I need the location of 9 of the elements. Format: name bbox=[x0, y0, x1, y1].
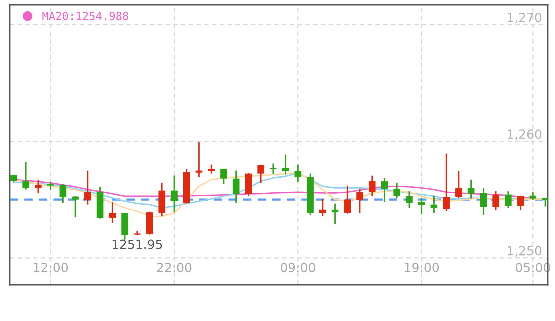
legend-label: MA20:1254.988 bbox=[42, 12, 128, 20]
x-tick-label: 12:00 bbox=[34, 263, 68, 272]
x-tick-label: 09:00 bbox=[280, 263, 316, 272]
annotation: 1251.95 bbox=[112, 240, 162, 250]
y-tick-label: 1,260 bbox=[508, 130, 542, 140]
y-tick-label: 1,250 bbox=[508, 246, 542, 258]
x-tick-label: 22:00 bbox=[157, 263, 192, 272]
x-tick-label: 19:00 bbox=[405, 263, 440, 272]
y-tick-label: 1,270 bbox=[508, 12, 542, 24]
